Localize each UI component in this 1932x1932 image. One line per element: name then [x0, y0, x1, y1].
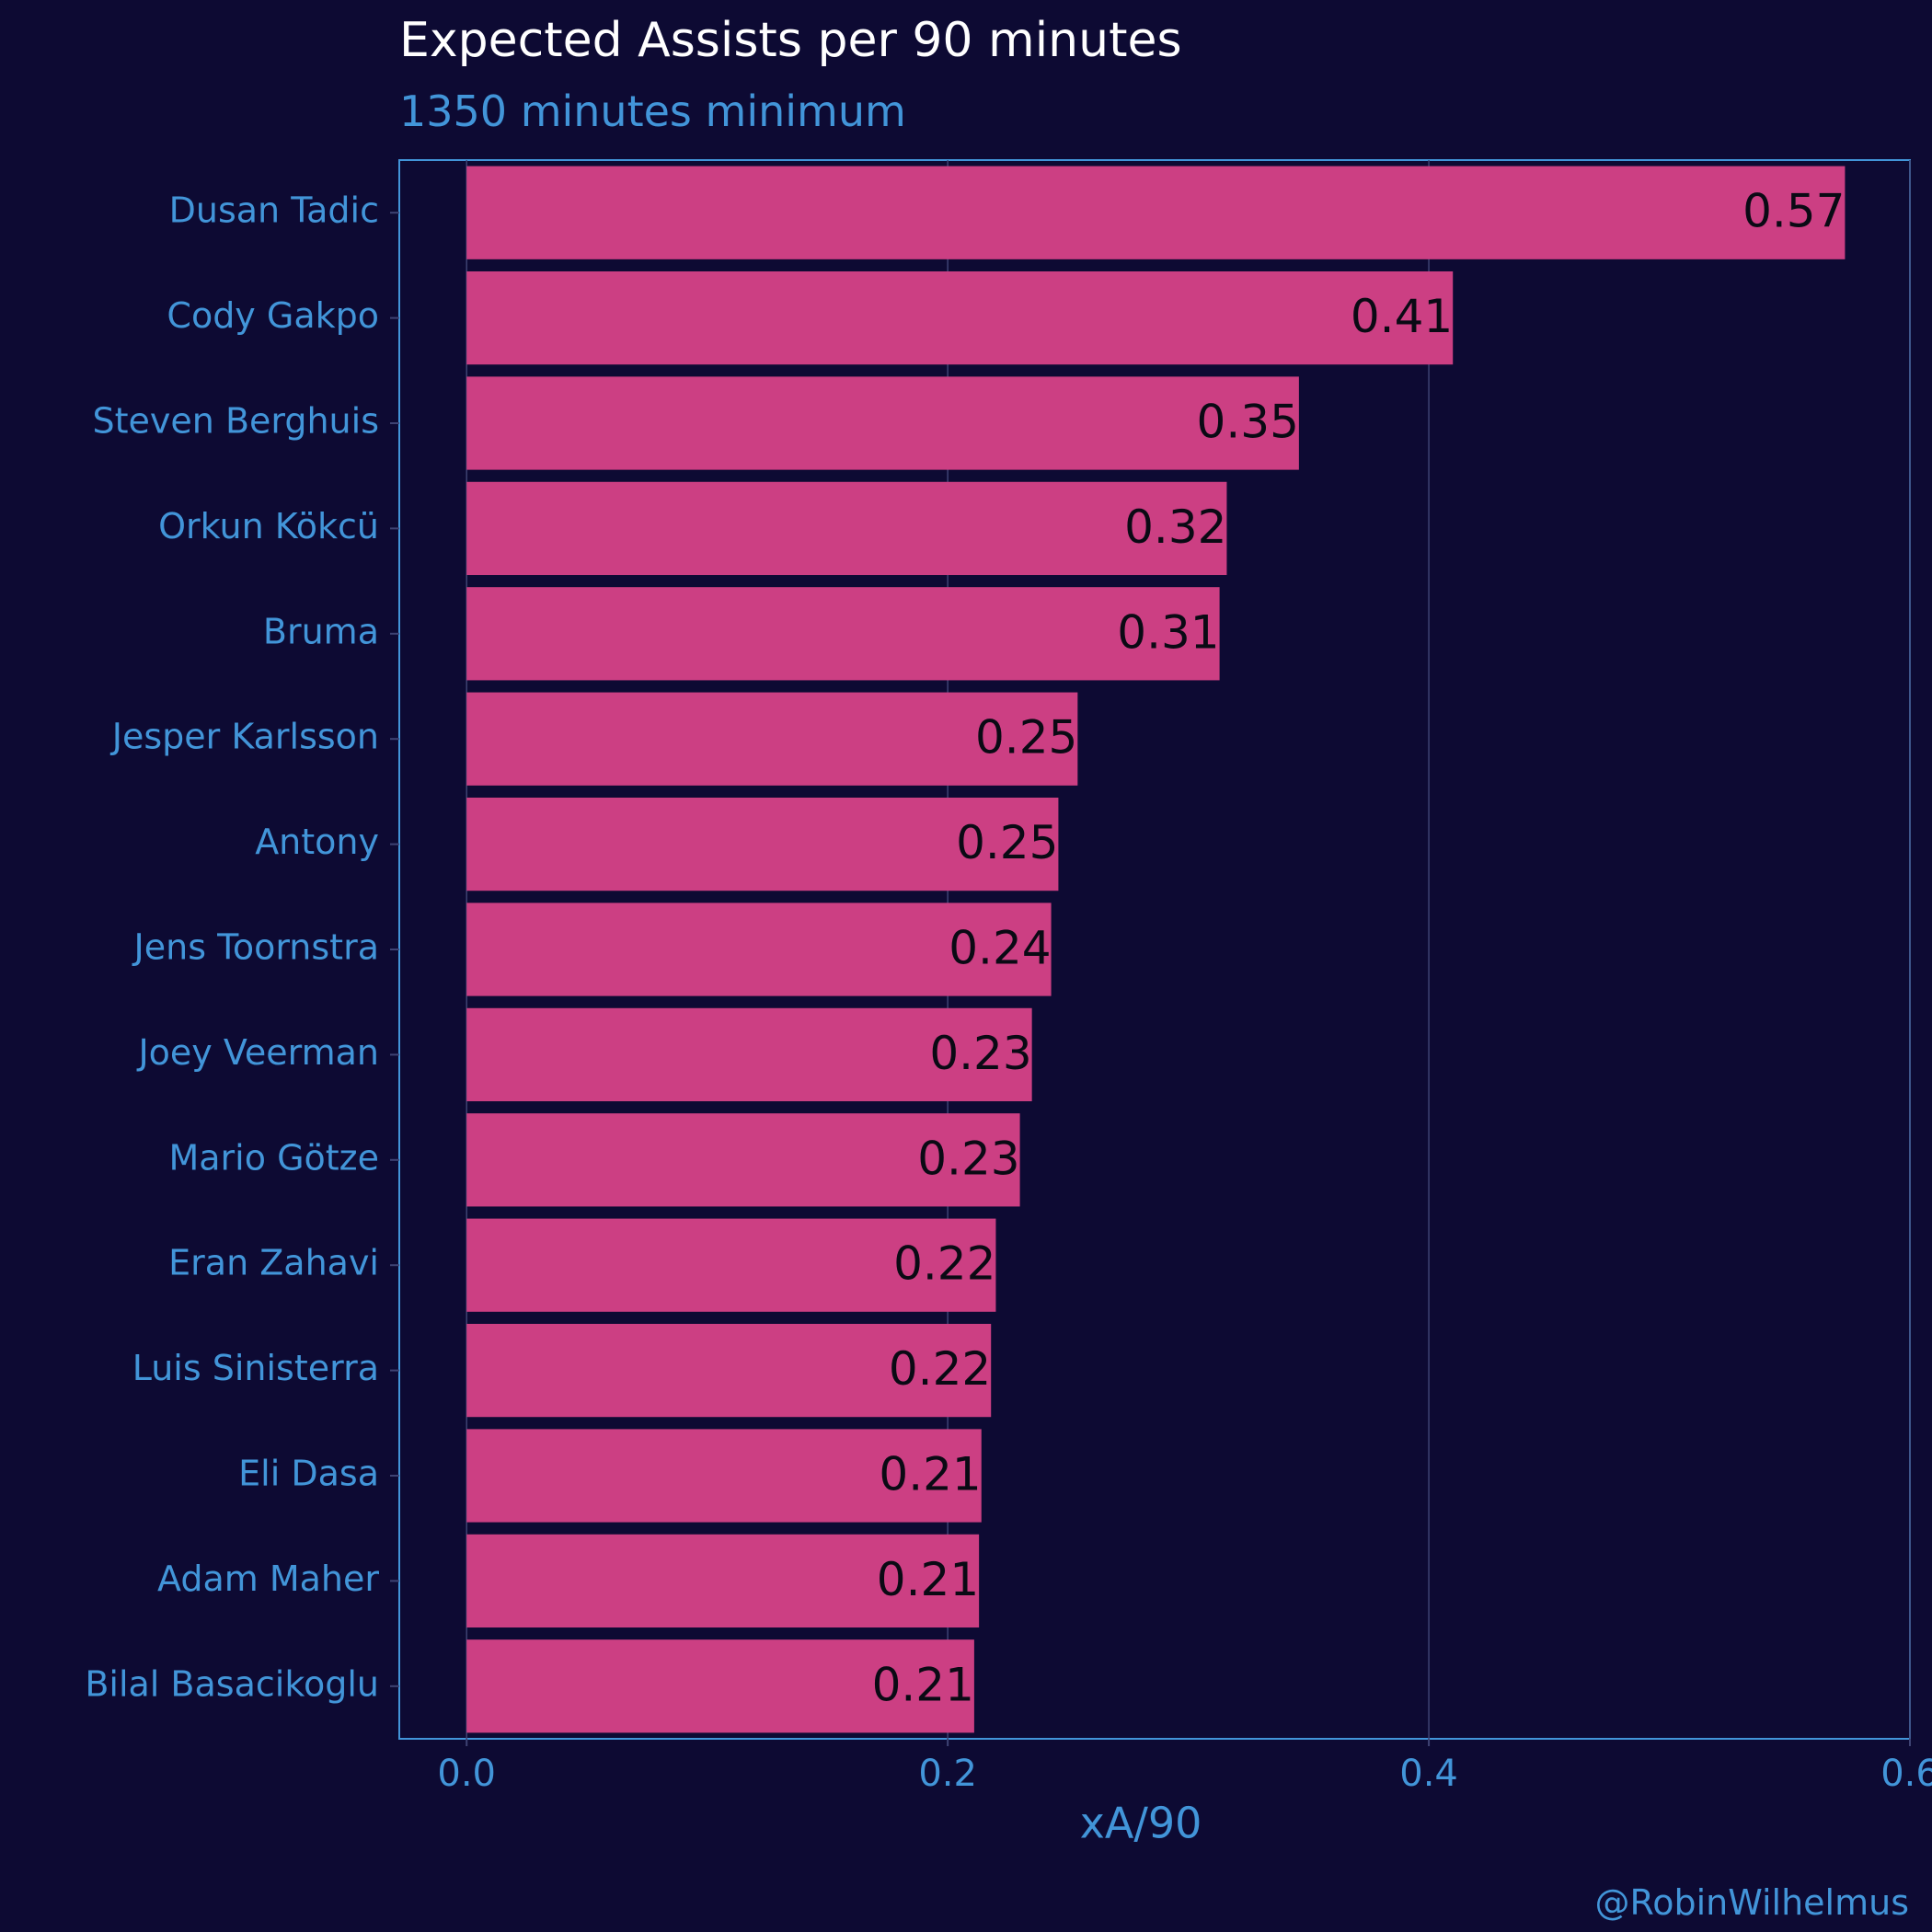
- bar-value-label: 0.25: [975, 711, 1077, 765]
- bar-value-label: 0.41: [1351, 290, 1453, 343]
- x-tick-label: 0.4: [1399, 1753, 1458, 1795]
- bar: [466, 376, 1299, 470]
- y-tick-label: Adam Maher: [157, 1558, 379, 1599]
- x-axis: 0.0 0.2 0.4 0.6: [437, 1739, 1932, 1795]
- bar-value-label: 0.21: [879, 1448, 981, 1501]
- bar: [466, 166, 1846, 259]
- bar: [466, 692, 1078, 786]
- bar: [466, 587, 1220, 681]
- x-tick-label: 0.0: [437, 1753, 496, 1795]
- bar-value-label: 0.21: [877, 1553, 979, 1606]
- y-tick-label: Jens Toornstra: [132, 927, 379, 968]
- value-labels: 0.57 0.41 0.35 0.32 0.31 0.25 0.25 0.24 0.23 0.23…: [872, 185, 1846, 1712]
- bars: [466, 166, 1846, 1733]
- y-tick-label: Antony: [255, 822, 379, 862]
- caption-credit: @RobinWilhelmus: [1594, 1882, 1909, 1923]
- bar: [466, 481, 1227, 576]
- bar-value-label: 0.22: [893, 1237, 995, 1291]
- y-tick-label: Bilal Basacikoglu: [85, 1663, 379, 1704]
- chart-subtitle: 1350 minutes minimum: [399, 86, 906, 136]
- y-tick-label: Luis Sinisterra: [132, 1348, 379, 1388]
- bar-value-label: 0.23: [917, 1132, 1019, 1185]
- bar: [466, 270, 1454, 365]
- y-tick-label: Dusan Tadic: [169, 190, 379, 231]
- bar: [466, 903, 1052, 996]
- y-tick-label: Cody Gakpo: [167, 295, 379, 336]
- bar-value-label: 0.24: [949, 922, 1051, 975]
- bar-value-label: 0.25: [956, 816, 1058, 869]
- bar: [466, 1429, 982, 1523]
- y-tick-label: Eli Dasa: [238, 1454, 379, 1494]
- bar-value-label: 0.35: [1197, 396, 1299, 449]
- x-tick-label: 0.2: [918, 1753, 977, 1795]
- y-tick-label: Steven Berghuis: [93, 401, 379, 442]
- y-axis: Dusan Tadic Cody Gakpo Steven Berghuis Orku…: [85, 190, 399, 1704]
- bar: [466, 1218, 996, 1312]
- bar-value-label: 0.32: [1124, 500, 1226, 554]
- bar-value-label: 0.22: [889, 1342, 991, 1396]
- y-tick-label: Bruma: [263, 611, 379, 651]
- bar-value-label: 0.21: [872, 1658, 974, 1711]
- bar-value-label: 0.23: [929, 1027, 1031, 1080]
- bar: [466, 1323, 992, 1418]
- x-axis-title: xA/90: [1080, 1799, 1202, 1848]
- y-tick-label: Jesper Karlsson: [110, 717, 379, 757]
- bar-value-label: 0.57: [1742, 185, 1845, 238]
- bar: [466, 1534, 980, 1628]
- y-tick-label: Joey Veerman: [136, 1032, 379, 1073]
- y-tick-label: Mario Götze: [168, 1137, 379, 1178]
- bar: [466, 1007, 1032, 1102]
- y-tick-label: Orkun Kökcü: [158, 506, 379, 546]
- bar: [466, 797, 1059, 891]
- bar: [466, 1113, 1020, 1207]
- chart-title: Expected Assists per 90 minutes: [399, 13, 1182, 68]
- y-tick-label: Eran Zahavi: [168, 1243, 379, 1283]
- x-tick-label: 0.6: [1880, 1753, 1932, 1795]
- bar: [466, 1639, 974, 1733]
- bar-value-label: 0.31: [1117, 605, 1219, 659]
